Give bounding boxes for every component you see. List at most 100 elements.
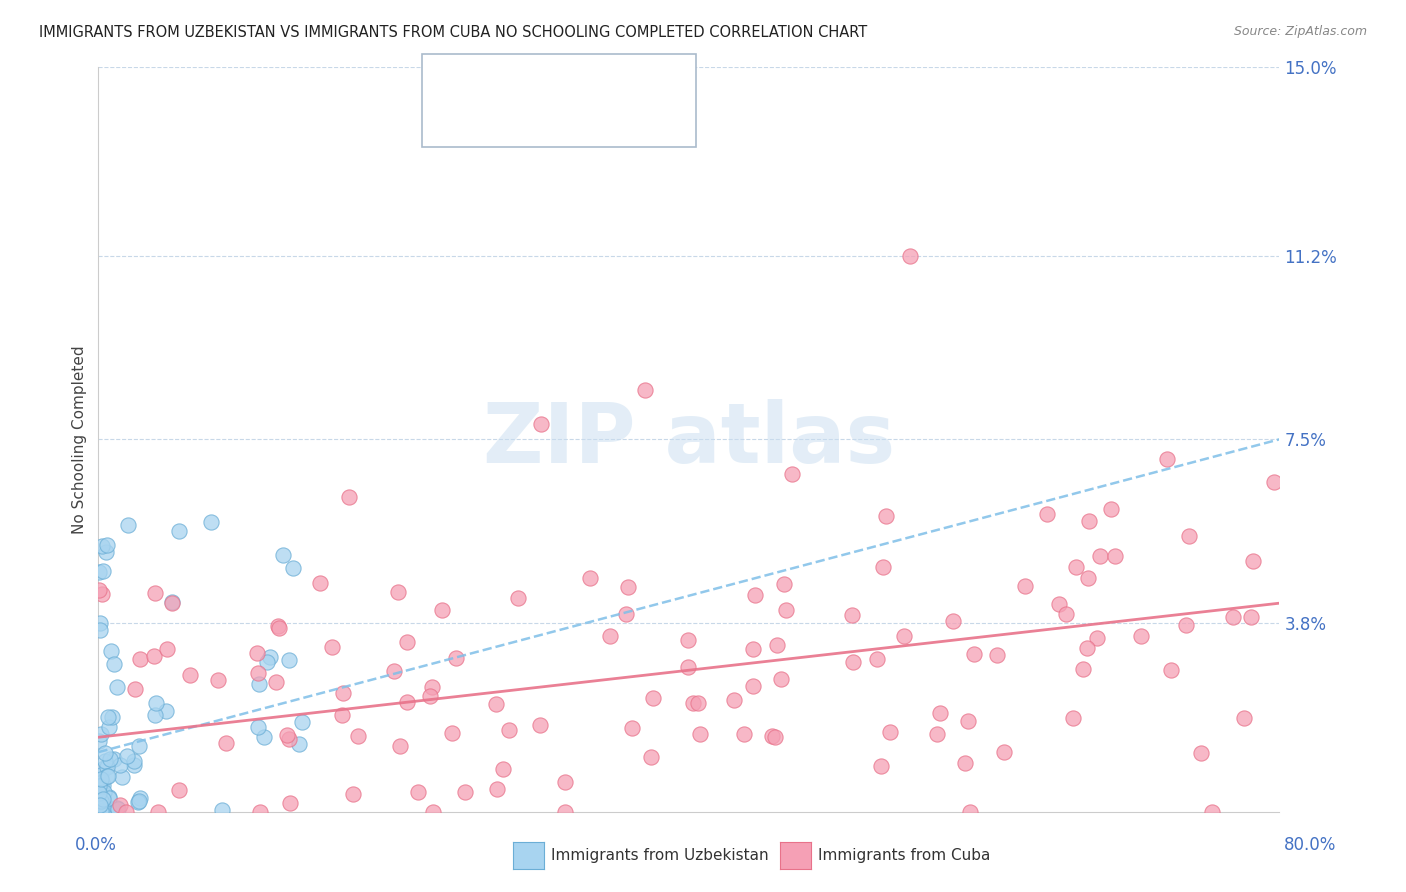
Point — [89, 786, 111, 800]
Point — [1099, 501, 1122, 516]
Point — [91, 792, 114, 806]
Point — [91, 539, 114, 553]
Point — [529, 718, 551, 732]
Point — [96, 538, 118, 552]
Point — [87, 566, 110, 580]
Point — [90, 768, 112, 782]
Point — [215, 736, 238, 750]
Point — [406, 785, 429, 799]
Point — [617, 580, 640, 594]
Point — [866, 652, 889, 666]
Point — [179, 668, 201, 682]
Point — [766, 638, 789, 652]
Point — [100, 644, 122, 658]
Point — [96, 760, 118, 774]
Point — [1160, 663, 1182, 677]
Point — [91, 800, 114, 814]
Point — [1189, 746, 1212, 760]
Point — [128, 794, 150, 808]
Point — [91, 564, 114, 578]
Point — [247, 666, 270, 681]
Point — [111, 770, 134, 784]
Point — [942, 615, 965, 629]
Point — [115, 805, 138, 819]
Point — [339, 490, 361, 504]
Point — [620, 721, 643, 735]
Point — [1078, 514, 1101, 528]
Point — [1239, 609, 1261, 624]
Point — [246, 646, 269, 660]
Point — [94, 804, 117, 818]
Point — [1201, 805, 1223, 819]
Point — [101, 802, 124, 816]
Point — [744, 588, 766, 602]
Point — [640, 750, 662, 764]
Point — [321, 640, 343, 654]
Point — [384, 665, 406, 679]
Point — [143, 586, 166, 600]
Text: R = 0.066   N =  74: R = 0.066 N = 74 — [478, 72, 636, 87]
Point — [492, 762, 515, 776]
Point — [278, 796, 301, 810]
Point — [1263, 475, 1285, 489]
Point — [276, 728, 298, 742]
Point — [1088, 549, 1111, 563]
Point — [105, 681, 128, 695]
Point — [875, 509, 897, 524]
Point — [733, 727, 755, 741]
Point — [87, 583, 110, 598]
Point — [281, 561, 304, 575]
Point — [127, 796, 149, 810]
Point — [963, 648, 986, 662]
Point — [96, 545, 118, 559]
Point — [676, 660, 699, 674]
Text: R = 0.235   N = 122: R = 0.235 N = 122 — [478, 108, 640, 122]
Point — [1174, 618, 1197, 632]
Point — [108, 758, 131, 772]
Point — [330, 708, 353, 723]
Point — [929, 706, 952, 721]
Point — [90, 727, 112, 741]
Point — [775, 602, 797, 616]
Point — [122, 755, 145, 769]
Point — [160, 595, 183, 609]
Point — [90, 781, 112, 796]
Point — [900, 249, 922, 263]
Point — [98, 802, 121, 816]
Point — [1077, 570, 1099, 584]
Point — [1047, 598, 1070, 612]
Point — [1222, 609, 1244, 624]
Point — [1104, 549, 1126, 563]
Point — [761, 729, 783, 743]
Point — [129, 652, 152, 666]
Text: Source: ZipAtlas.com: Source: ZipAtlas.com — [1233, 25, 1367, 38]
Point — [1129, 629, 1152, 643]
Point — [103, 752, 125, 766]
Point — [870, 759, 893, 773]
Point — [419, 689, 441, 703]
Point — [90, 795, 112, 809]
Point — [1076, 640, 1098, 655]
Text: IMMIGRANTS FROM UZBEKISTAN VS IMMIGRANTS FROM CUBA NO SCHOOLING COMPLETED CORREL: IMMIGRANTS FROM UZBEKISTAN VS IMMIGRANTS… — [39, 25, 868, 40]
Point — [103, 657, 125, 671]
Point — [89, 800, 111, 814]
Point — [763, 730, 786, 744]
Point — [249, 805, 271, 819]
Point — [93, 761, 115, 775]
Point — [278, 732, 301, 747]
Point — [90, 772, 112, 786]
Point — [94, 746, 117, 760]
Point — [124, 681, 146, 696]
Point — [167, 524, 190, 538]
Point — [841, 607, 863, 622]
Point — [105, 800, 128, 814]
Point — [956, 714, 979, 728]
Point — [266, 619, 288, 633]
Point — [1054, 607, 1077, 622]
Point — [89, 623, 111, 637]
Point — [1085, 631, 1108, 645]
Point — [444, 650, 467, 665]
Point — [579, 571, 602, 585]
Point — [98, 791, 121, 805]
Point — [842, 656, 865, 670]
